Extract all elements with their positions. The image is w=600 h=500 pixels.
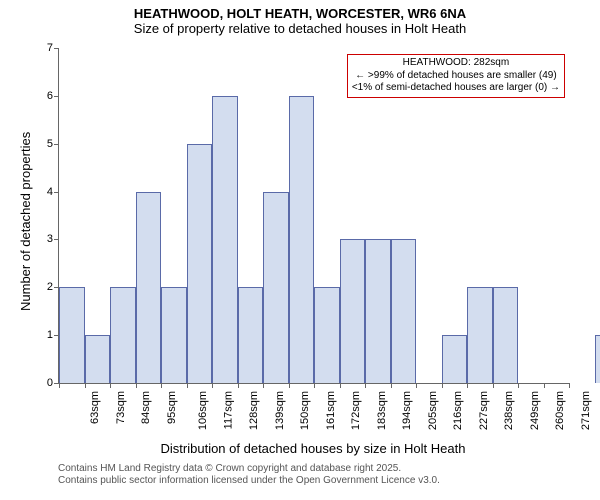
bar	[110, 287, 136, 383]
footnote-line-1: Contains HM Land Registry data © Crown c…	[58, 463, 440, 475]
bar	[136, 192, 162, 383]
annotation-line-1: HEATHWOOD: 282sqm	[352, 57, 560, 70]
bar	[212, 96, 238, 383]
footnote: Contains HM Land Registry data © Crown c…	[58, 463, 440, 487]
x-tick-label: 227sqm	[478, 391, 490, 430]
x-tick-mark	[314, 383, 315, 388]
y-tick-mark	[54, 192, 59, 193]
titles: HEATHWOOD, HOLT HEATH, WORCESTER, WR6 6N…	[0, 0, 600, 36]
y-tick-label: 1	[31, 329, 53, 341]
bar	[263, 192, 289, 383]
x-tick-mark	[161, 383, 162, 388]
bar	[442, 335, 468, 383]
x-tick-mark	[289, 383, 290, 388]
bar	[365, 239, 391, 383]
x-tick-label: 139sqm	[274, 391, 286, 430]
x-tick-label: 172sqm	[350, 391, 362, 430]
y-tick-mark	[54, 48, 59, 49]
bar	[595, 335, 600, 383]
x-tick-label: 150sqm	[299, 391, 311, 430]
x-tick-mark	[238, 383, 239, 388]
x-tick-mark	[518, 383, 519, 388]
y-axis-label: Number of detached properties	[18, 131, 33, 310]
bar	[391, 239, 417, 383]
x-tick-label: 205sqm	[427, 391, 439, 430]
x-tick-mark	[212, 383, 213, 388]
x-tick-label: 63sqm	[89, 391, 101, 424]
bar	[59, 287, 85, 383]
x-tick-label: 84sqm	[140, 391, 152, 424]
x-tick-label: 128sqm	[248, 391, 260, 430]
annotation-box: HEATHWOOD: 282sqm ← >99% of detached hou…	[347, 54, 565, 98]
x-tick-mark	[110, 383, 111, 388]
x-tick-mark	[442, 383, 443, 388]
chart-subtitle: Size of property relative to detached ho…	[0, 21, 600, 36]
bar	[493, 287, 519, 383]
x-tick-mark	[544, 383, 545, 388]
plot-area: HEATHWOOD: 282sqm ← >99% of detached hou…	[58, 48, 569, 384]
annotation-line-2: ← >99% of detached houses are smaller (4…	[352, 70, 560, 83]
bar	[340, 239, 366, 383]
annotation-line-3: <1% of semi-detached houses are larger (…	[352, 82, 560, 95]
x-tick-mark	[187, 383, 188, 388]
x-tick-label: 260sqm	[554, 391, 566, 430]
bar	[238, 287, 264, 383]
y-tick-mark	[54, 144, 59, 145]
x-tick-mark	[467, 383, 468, 388]
x-tick-label: 216sqm	[452, 391, 464, 430]
x-tick-label: 183sqm	[376, 391, 388, 430]
x-tick-label: 271sqm	[580, 391, 592, 430]
x-tick-label: 95sqm	[166, 391, 178, 424]
x-tick-label: 73sqm	[115, 391, 127, 424]
footnote-line-2: Contains public sector information licen…	[58, 475, 440, 487]
x-tick-mark	[136, 383, 137, 388]
y-tick-label: 2	[31, 281, 53, 293]
bar	[187, 144, 213, 383]
y-tick-mark	[54, 96, 59, 97]
bar	[289, 96, 315, 383]
y-tick-label: 6	[31, 90, 53, 102]
x-tick-label: 161sqm	[325, 391, 337, 430]
bar	[161, 287, 187, 383]
bar	[85, 335, 111, 383]
x-tick-mark	[569, 383, 570, 388]
x-tick-mark	[493, 383, 494, 388]
x-tick-label: 117sqm	[222, 391, 234, 429]
y-tick-label: 7	[31, 42, 53, 54]
x-tick-mark	[85, 383, 86, 388]
x-tick-label: 238sqm	[503, 391, 515, 430]
y-tick-label: 0	[31, 377, 53, 389]
x-tick-mark	[365, 383, 366, 388]
x-tick-mark	[59, 383, 60, 388]
x-tick-mark	[263, 383, 264, 388]
y-tick-label: 5	[31, 138, 53, 150]
y-tick-mark	[54, 239, 59, 240]
y-tick-label: 3	[31, 233, 53, 245]
x-tick-label: 249sqm	[529, 391, 541, 430]
chart-container: HEATHWOOD, HOLT HEATH, WORCESTER, WR6 6N…	[0, 0, 600, 500]
x-tick-label: 194sqm	[401, 391, 413, 430]
bar	[467, 287, 493, 383]
x-tick-label: 106sqm	[197, 391, 209, 430]
bar	[314, 287, 340, 383]
y-tick-label: 4	[31, 186, 53, 198]
x-tick-mark	[340, 383, 341, 388]
x-tick-mark	[391, 383, 392, 388]
chart-title: HEATHWOOD, HOLT HEATH, WORCESTER, WR6 6N…	[0, 6, 600, 21]
x-axis-label: Distribution of detached houses by size …	[58, 441, 568, 456]
x-tick-mark	[416, 383, 417, 388]
